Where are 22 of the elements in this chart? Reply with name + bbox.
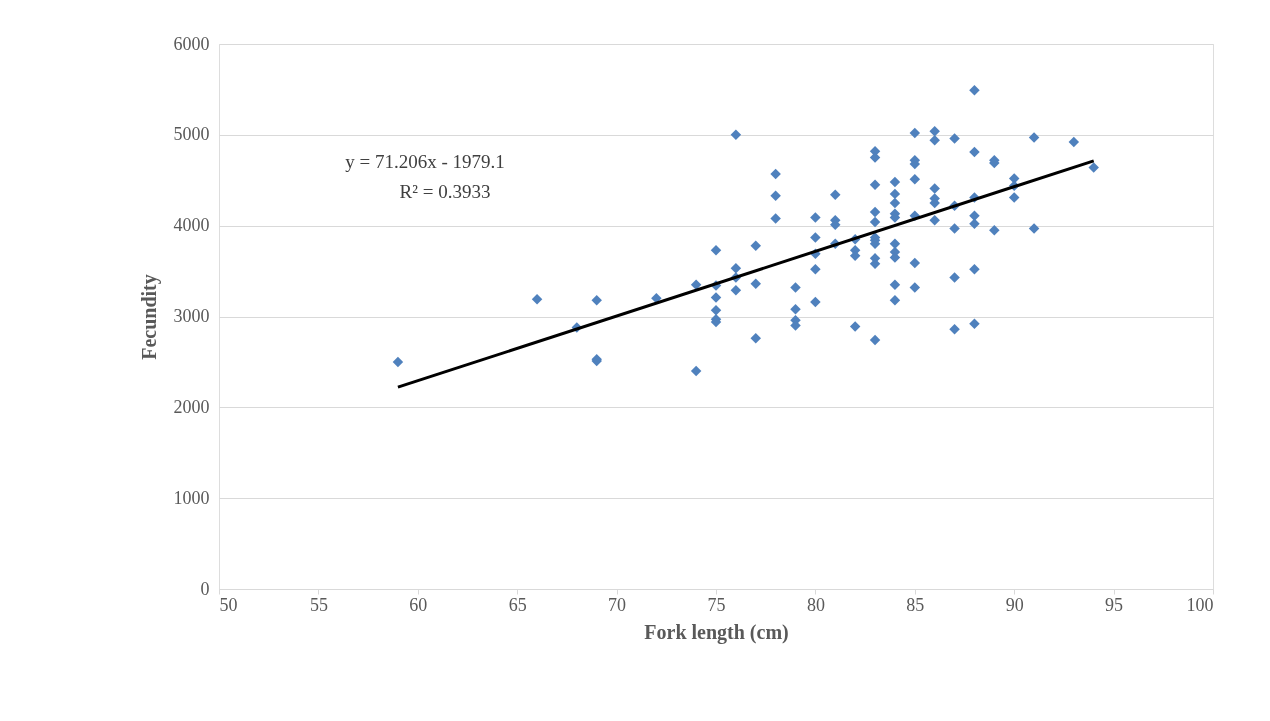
annotation: y = 71.206x - 1979.1 xyxy=(345,151,505,172)
x-axis-title: Fork length (cm) xyxy=(644,620,789,644)
x-tick-label: 65 xyxy=(508,594,527,615)
y-tick-label: 1000 xyxy=(173,487,210,508)
y-tick-label: 5000 xyxy=(173,124,210,145)
x-tick-label: 85 xyxy=(906,594,925,615)
x-tick-label: 50 xyxy=(219,594,238,615)
x-tick-label: 75 xyxy=(707,594,726,615)
y-tick-label: 6000 xyxy=(173,33,210,54)
y-tick-label: 4000 xyxy=(173,215,210,236)
x-tick-label: 95 xyxy=(1105,594,1124,615)
annotation: R² = 0.3933 xyxy=(399,181,491,202)
y-tick-label: 2000 xyxy=(173,396,210,417)
y-tick-label: 0 xyxy=(200,578,210,599)
x-tick-label: 100 xyxy=(1186,594,1214,615)
x-tick-label: 55 xyxy=(309,594,328,615)
x-tick-label: 90 xyxy=(1005,594,1024,615)
y-axis-title: Fecundity xyxy=(137,274,161,360)
x-tick-label: 60 xyxy=(409,594,428,615)
x-tick-label: 80 xyxy=(806,594,825,615)
x-tick-label: 70 xyxy=(608,594,627,615)
y-tick-label: 3000 xyxy=(173,306,210,326)
